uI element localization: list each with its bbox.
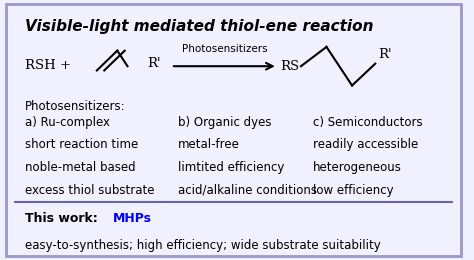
Text: b) Organic dyes: b) Organic dyes xyxy=(178,116,272,129)
Text: readily accessible: readily accessible xyxy=(312,139,418,152)
Text: excess thiol substrate: excess thiol substrate xyxy=(25,184,154,197)
Text: easy-to-synthesis; high efficiency; wide substrate suitability: easy-to-synthesis; high efficiency; wide… xyxy=(25,239,380,252)
Text: c) Semiconductors: c) Semiconductors xyxy=(312,116,422,129)
FancyBboxPatch shape xyxy=(6,4,461,256)
Text: RS: RS xyxy=(280,60,299,73)
Text: RSH +: RSH + xyxy=(25,59,71,72)
Text: Photosensitizers:: Photosensitizers: xyxy=(25,100,125,113)
Text: heterogeneous: heterogeneous xyxy=(312,161,401,174)
Text: MHPs: MHPs xyxy=(113,212,152,225)
Text: Photosensitizers: Photosensitizers xyxy=(182,44,267,55)
Text: a) Ru-complex: a) Ru-complex xyxy=(25,116,109,129)
Text: noble-metal based: noble-metal based xyxy=(25,161,135,174)
Text: acid/alkaline conditions: acid/alkaline conditions xyxy=(178,184,317,197)
Text: R': R' xyxy=(148,57,161,70)
Text: short reaction time: short reaction time xyxy=(25,139,138,152)
Text: metal-free: metal-free xyxy=(178,139,240,152)
Text: This work:: This work: xyxy=(25,212,102,225)
Text: limtited efficiency: limtited efficiency xyxy=(178,161,284,174)
Text: Visible-light mediated thiol-ene reaction: Visible-light mediated thiol-ene reactio… xyxy=(25,20,373,34)
Text: low efficiency: low efficiency xyxy=(312,184,393,197)
Text: R': R' xyxy=(379,48,392,61)
